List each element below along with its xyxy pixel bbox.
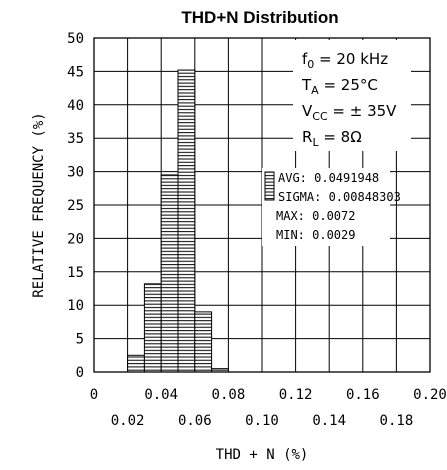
y-tick-label: 45 [67, 64, 84, 80]
x-tick-label-major: 0.04 [144, 387, 178, 403]
x-tick-label-minor: 0.06 [178, 413, 212, 429]
x-tick-label-major: 0.20 [413, 387, 447, 403]
y-tick-label: 35 [67, 131, 84, 147]
plot-border [93, 37, 431, 373]
x-tick-label-minor: 0.02 [111, 413, 145, 429]
bars [127, 69, 229, 373]
x-tick-label-minor: 0.10 [245, 413, 279, 429]
plot-frame [93, 37, 431, 373]
chart-title: THD+N Distribution [181, 8, 339, 27]
stat-line: AVG: 0.0491948 [278, 171, 379, 185]
x-tick-label-minor: 0.18 [380, 413, 414, 429]
y-tick-label: 30 [67, 165, 84, 181]
x-tick-label-major: 0.08 [212, 387, 246, 403]
x-axis-label: THD + N (%) [216, 447, 309, 463]
condition-line: f0 = 20 kHz [302, 50, 388, 71]
x-tick-label-major: 0.16 [346, 387, 380, 403]
y-axis-label: RELATIVE FREQUENCY (%) [31, 112, 47, 297]
y-tick-label: 20 [67, 231, 84, 247]
histogram-bar-5 [194, 311, 213, 373]
y-tick-label: 5 [76, 332, 84, 348]
x-tick-label-major: 0 [90, 387, 98, 403]
histogram-bar-3 [160, 174, 179, 373]
condition-line: RL = 8Ω [302, 128, 362, 149]
y-tick-label: 25 [67, 198, 84, 214]
y-tick-label: 40 [67, 98, 84, 114]
condition-line: TA = 25°C [301, 76, 378, 97]
stat-line: SIGMA: 0.00848303 [278, 190, 401, 204]
histogram-bar-2 [143, 283, 162, 373]
y-tick-label: 0 [76, 365, 84, 381]
stat-line: MAX: 0.0072 [276, 209, 355, 223]
y-tick-label: 10 [67, 298, 84, 314]
x-tick-label-minor: 0.14 [312, 413, 346, 429]
histogram-bar-1 [127, 354, 145, 373]
stat-line: MIN: 0.0029 [276, 228, 355, 242]
conditions-box: f0 = 20 kHz TA = 25°C VCC = ± 35V RL = 8Ω AV… [262, 40, 411, 246]
legend-swatch [264, 171, 275, 201]
tick-labels: 0 5 10 15 20 25 30 35 40 45 50 0 0.04 0.08 0.12 0.16 0.2… [67, 31, 447, 429]
y-tick-label: 50 [67, 31, 84, 47]
stats-background [262, 168, 390, 246]
condition-line: VCC = ± 35V [302, 102, 397, 123]
x-tick-label-major: 0.12 [279, 387, 313, 403]
histogram-bar-4 [177, 69, 196, 373]
conditions-background [293, 40, 411, 151]
y-tick-label: 15 [67, 265, 84, 281]
